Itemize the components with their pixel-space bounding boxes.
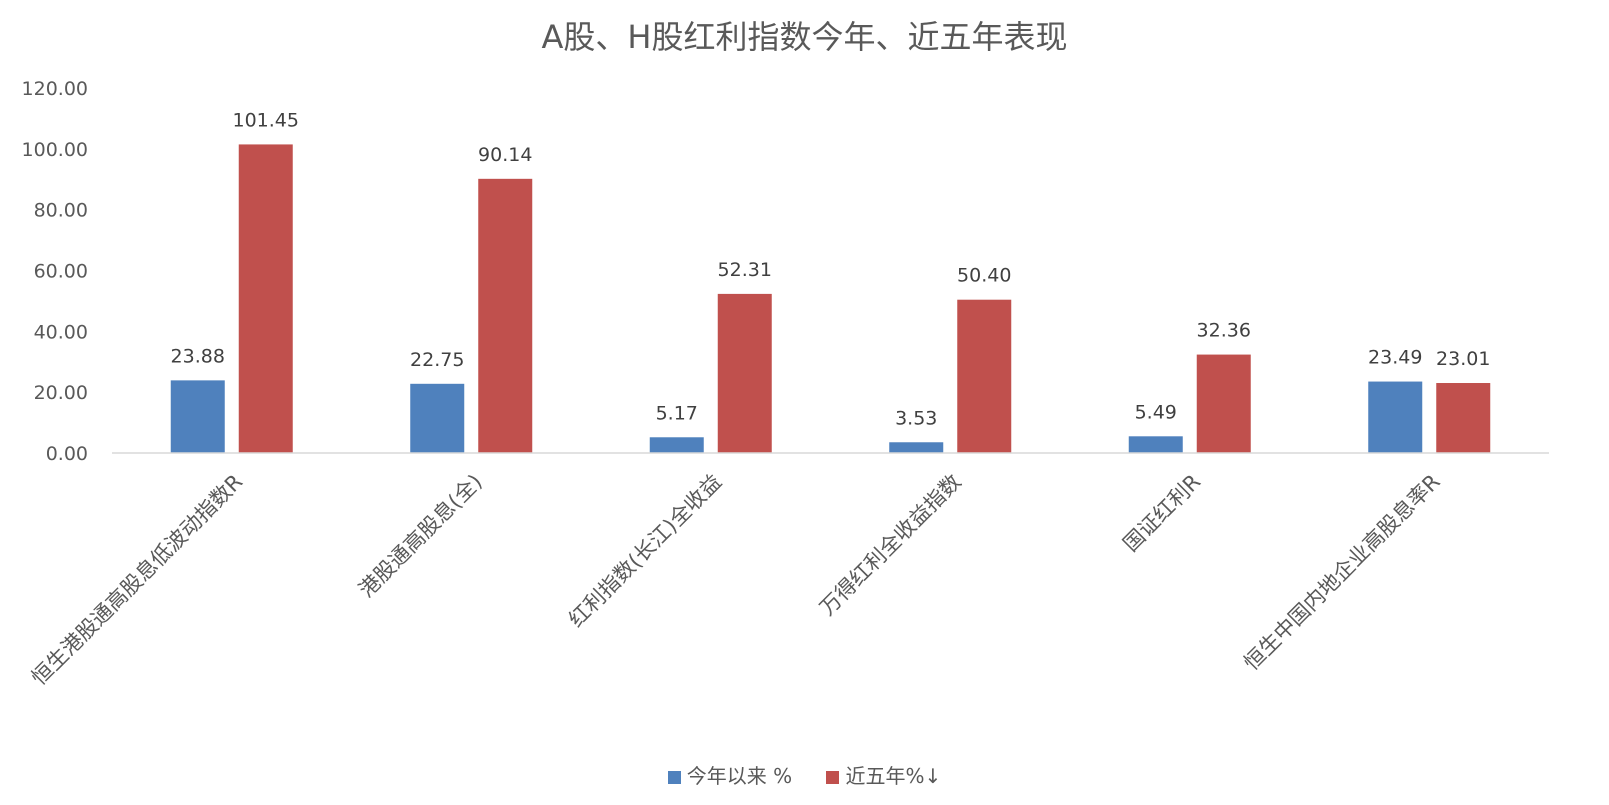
legend-label-5y: 近五年%↓	[845, 764, 942, 788]
x-tick-label: 恒生中国内地企业高股息率R	[1239, 470, 1444, 675]
x-axis: 恒生港股通高股息低波动指数R 港股通高股息(全) 红利指数(长江)全收益 万得红利全收…	[27, 452, 1549, 690]
data-label: 23.49	[1368, 347, 1422, 369]
data-label: 50.40	[957, 265, 1011, 287]
y-tick-label: 100.00	[22, 139, 88, 161]
bar-ytd	[1368, 381, 1423, 453]
bar-ytd	[170, 380, 225, 453]
data-label: 5.49	[1135, 401, 1177, 423]
data-label: 3.53	[895, 407, 937, 429]
data-label: 23.01	[1436, 348, 1490, 370]
x-tick-label: 恒生港股通高股息低波动指数R	[27, 470, 247, 690]
bar-ytd	[410, 383, 465, 453]
bar-ytd	[889, 442, 944, 453]
y-tick-label: 60.00	[34, 261, 88, 283]
chart-title: A股、H股红利指数今年、近五年表现	[541, 18, 1068, 56]
legend-swatch-5y	[826, 771, 840, 784]
bar-5y	[1196, 354, 1251, 453]
bar-5y	[957, 299, 1012, 453]
x-tick-label: 港股通高股息(全)	[354, 470, 487, 603]
legend: 今年以来 % 近五年%↓	[0, 760, 1609, 789]
bar-5y	[1436, 383, 1491, 453]
bar-5y	[238, 144, 293, 453]
y-tick-label: 0.00	[46, 443, 88, 465]
legend-label-ytd: 今年以来 %	[686, 764, 793, 788]
bars	[170, 144, 1491, 454]
bar-5y	[717, 293, 772, 453]
y-tick-label: 40.00	[34, 321, 88, 343]
legend-item-5y: 近五年%↓	[826, 760, 941, 789]
y-axis: 0.00 20.00 40.00 60.00 80.00 100.00 120.00	[22, 78, 88, 465]
bar-5y	[478, 178, 533, 454]
data-label: 90.14	[478, 144, 532, 166]
x-tick-label: 红利指数(长江)全收益	[564, 470, 726, 632]
data-labels: 23.88 101.45 22.75 90.14 5.17 52.31 3.53 50.40 5…	[171, 109, 1491, 429]
legend-item-ytd: 今年以来 %	[667, 760, 793, 789]
legend-swatch-ytd	[667, 771, 681, 784]
data-label: 52.31	[718, 259, 772, 281]
data-label: 5.17	[656, 402, 698, 424]
y-tick-label: 120.00	[22, 78, 88, 100]
bar-ytd	[649, 437, 704, 453]
x-tick-label: 万得红利全收益指数	[815, 470, 966, 621]
data-label: 23.88	[171, 345, 225, 367]
data-label: 32.36	[1197, 320, 1251, 342]
data-label: 22.75	[410, 349, 464, 371]
bar-ytd	[1128, 436, 1183, 453]
y-tick-label: 80.00	[34, 200, 88, 222]
x-tick-label: 国证红利R	[1119, 470, 1206, 557]
y-tick-label: 20.00	[34, 382, 88, 404]
data-label: 101.45	[233, 109, 299, 131]
